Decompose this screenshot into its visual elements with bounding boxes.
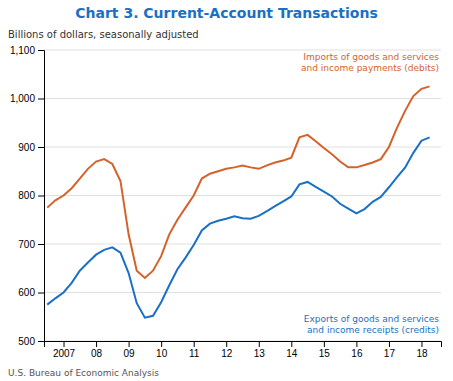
x-tick-label: 13: [254, 348, 266, 359]
y-tick-mark: [38, 99, 44, 100]
x-tick-mark: [129, 341, 130, 347]
y-tick: 500: [18, 336, 44, 347]
x-tick: 18: [416, 341, 428, 359]
x-tick: 16: [351, 341, 363, 359]
grid-line: [44, 244, 441, 245]
x-tick-mark: [356, 341, 357, 347]
x-tick: 11: [189, 341, 200, 359]
y-tick: 1,000: [10, 93, 44, 104]
y-tick-mark: [38, 341, 44, 342]
y-tick-label: 1,100: [10, 45, 35, 56]
x-tick: 09: [124, 341, 136, 359]
x-tick-mark: [194, 341, 195, 347]
series-line: [47, 137, 429, 317]
x-axis-line: [45, 342, 442, 348]
title: Chart 3. Current-Account Transactions: [75, 5, 377, 21]
x-tick: 15: [319, 341, 331, 359]
y-axis-line: [38, 51, 45, 342]
y-tick-label: 1,000: [10, 93, 35, 104]
y-tick-label: 800: [18, 190, 35, 201]
y-tick-label: 500: [18, 336, 35, 347]
x-tick-mark: [259, 341, 260, 347]
x-tick-mark: [421, 341, 422, 347]
y-tick-mark: [38, 196, 44, 197]
plot-area: [47, 86, 429, 317]
x-axis: 2007 08 09 10 11 12 13 14 15 16 17 18: [45, 341, 442, 359]
x-tick-mark: [96, 341, 97, 347]
x-tick-label: 14: [286, 348, 298, 359]
series-label: Imports of goods and servicesand income …: [301, 52, 439, 73]
grid: [44, 50, 441, 341]
y-tick: 700: [18, 239, 44, 250]
y-tick-mark: [38, 50, 44, 51]
y-tick-mark: [38, 147, 44, 148]
grid-line: [44, 147, 441, 148]
x-tick-mark: [226, 341, 227, 347]
y-tick: 1,100: [10, 45, 44, 56]
x-tick: 13: [254, 341, 266, 359]
x-tick-mark: [291, 341, 292, 347]
x-tick-mark: [324, 341, 325, 347]
x-tick: 08: [91, 341, 103, 359]
y-tick: 600: [18, 287, 44, 298]
x-tick-mark: [64, 341, 65, 347]
grid-line: [44, 98, 441, 99]
x-tick-label: 08: [91, 348, 103, 359]
chart: Chart 3. Current-Account Transactions Bil…: [0, 0, 453, 381]
y-tick: 900: [18, 142, 44, 153]
y-tick-label: 900: [18, 142, 35, 153]
subtitle: Billions of dollars, seasonally adjusted: [8, 29, 199, 40]
y-tick-mark: [38, 244, 44, 245]
x-tick-mark: [389, 341, 390, 347]
y-tick-label: 600: [18, 287, 35, 298]
x-tick-label: 16: [351, 348, 363, 359]
x-tick: 17: [384, 341, 396, 359]
series-label: Exports of goods and servicesand income …: [304, 314, 440, 335]
x-tick: 14: [286, 341, 298, 359]
x-tick-label: 09: [124, 348, 136, 359]
x-tick: 2007: [53, 341, 76, 359]
x-tick-label: 10: [156, 348, 168, 359]
grid-line: [44, 292, 441, 293]
y-tick-mark: [38, 293, 44, 294]
x-tick-label: 11: [189, 348, 200, 359]
x-tick-mark: [161, 341, 162, 347]
x-tick: 12: [221, 341, 233, 359]
y-tick-label: 700: [18, 239, 35, 250]
x-tick-label: 15: [319, 348, 331, 359]
y-tick: 800: [18, 190, 44, 201]
x-tick-label: 2007: [53, 348, 76, 359]
x-tick-label: 17: [384, 348, 396, 359]
grid-line: [44, 50, 441, 51]
x-tick-label: 18: [416, 348, 428, 359]
footer: U.S. Bureau of Economic Analysis: [8, 368, 159, 378]
y-axis: 500 600 700 800 900 1,000 1,100: [10, 45, 45, 347]
x-tick: 10: [156, 341, 168, 359]
x-tick-label: 12: [221, 348, 233, 359]
